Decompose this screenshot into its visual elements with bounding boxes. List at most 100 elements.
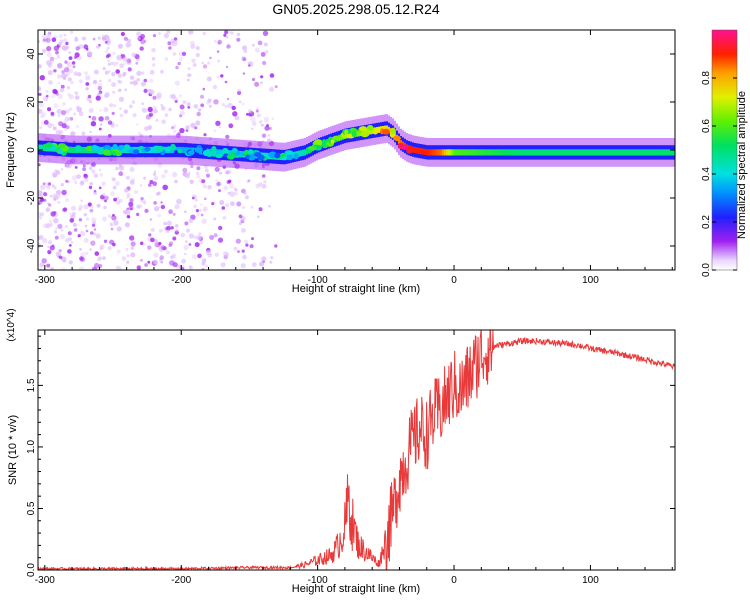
ridge-core xyxy=(412,146,414,153)
speckle-point xyxy=(213,129,217,133)
speckle-point xyxy=(49,56,55,62)
speckle-point xyxy=(91,217,97,223)
speckle-point xyxy=(242,45,248,51)
ridge-core xyxy=(420,148,422,155)
speckle-point xyxy=(124,88,128,92)
ridge-blob xyxy=(133,149,140,155)
ridge-core xyxy=(300,150,302,157)
speckle-point xyxy=(219,200,225,205)
speckle-point xyxy=(255,183,261,189)
speckle-point xyxy=(129,166,135,172)
speckle-point xyxy=(129,198,134,203)
speckle-point xyxy=(55,251,62,257)
ridge-core xyxy=(540,149,542,156)
speckle-point xyxy=(99,123,103,126)
spectrogram-ylabel: Frequency (Hz) xyxy=(5,112,17,188)
ridge-core xyxy=(660,149,662,156)
speckle-point xyxy=(41,112,47,118)
speckle-point xyxy=(70,81,74,85)
speckle-point xyxy=(258,207,263,212)
speckle-point xyxy=(53,195,59,201)
speckle-point xyxy=(101,34,105,38)
speckle-point xyxy=(63,207,68,212)
speckle-point xyxy=(41,48,47,54)
speckle-point xyxy=(51,123,55,127)
speckle-point xyxy=(38,64,42,69)
ridge-core xyxy=(552,149,554,156)
speckle-point xyxy=(190,44,196,49)
speckle-point xyxy=(97,36,101,40)
speckle-point xyxy=(96,203,101,208)
ridge-core xyxy=(608,149,610,156)
speckle-point xyxy=(207,61,211,65)
colorbar-tick-label: 0.0 xyxy=(701,263,712,277)
speckle-point xyxy=(79,256,84,261)
speckle-point xyxy=(136,70,142,76)
ridge-core xyxy=(646,149,648,156)
speckle-point xyxy=(166,225,171,231)
speckle-point xyxy=(69,218,75,223)
speckle-point xyxy=(78,44,84,49)
speckle-point xyxy=(174,40,178,44)
speckle-point xyxy=(168,46,172,50)
y-tick-label: -40 xyxy=(26,238,37,253)
speckle-point xyxy=(172,212,176,216)
colorbar-tick-label: 0.8 xyxy=(701,71,712,85)
ridge-core xyxy=(522,149,524,156)
speckle-point xyxy=(69,212,72,215)
ridge-core xyxy=(42,144,44,151)
speckle-point xyxy=(144,40,147,43)
speckle-point xyxy=(99,172,104,177)
speckle-point xyxy=(234,115,240,121)
speckle-point xyxy=(87,202,92,207)
speckle-point xyxy=(72,223,77,227)
speckle-point xyxy=(178,57,183,62)
speckle-point xyxy=(86,50,92,56)
ridge-core xyxy=(512,149,514,156)
speckle-point xyxy=(115,69,120,74)
speckle-point xyxy=(41,33,47,39)
speckle-point xyxy=(221,103,225,107)
ridge-blob xyxy=(313,139,323,146)
speckle-point xyxy=(56,190,61,195)
speckle-point xyxy=(151,47,156,53)
speckle-point xyxy=(141,102,144,105)
speckle-point xyxy=(103,239,108,243)
speckle-point xyxy=(88,185,93,190)
speckle-point xyxy=(204,168,209,173)
ridge-blob xyxy=(187,150,194,155)
speckle-point xyxy=(119,113,124,118)
speckle-point xyxy=(232,111,238,117)
ridge-core xyxy=(458,149,460,156)
ridge-blob xyxy=(226,153,235,160)
speckle-point xyxy=(166,250,170,255)
speckle-point xyxy=(202,87,206,91)
colorbar: 0.0 0.2 0.4 0.6 0.8 Normalized spectral ampl… xyxy=(701,29,748,277)
ridge-core xyxy=(68,146,70,153)
speckle-point xyxy=(93,69,99,75)
speckle-point xyxy=(170,255,174,259)
speckle-point xyxy=(218,125,222,129)
speckle-point xyxy=(271,117,275,121)
speckle-point xyxy=(134,54,140,60)
speckle-point xyxy=(217,59,221,63)
speckle-point xyxy=(49,58,55,63)
ridge-blob xyxy=(293,153,299,160)
speckle-point xyxy=(60,110,67,116)
speckle-point xyxy=(159,255,164,260)
snr-line xyxy=(38,330,675,570)
speckle-point xyxy=(258,182,263,187)
speckle-point xyxy=(179,94,182,98)
ridge-core xyxy=(620,149,622,156)
speckle-point xyxy=(78,266,85,270)
speckle-point xyxy=(201,261,206,266)
ridge-core xyxy=(590,149,592,156)
speckle-point xyxy=(262,60,267,66)
ridge-blob xyxy=(211,146,217,153)
speckle-point xyxy=(128,104,133,109)
speckle-point xyxy=(172,171,178,178)
speckle-point xyxy=(117,73,123,79)
speckle-point xyxy=(161,173,166,179)
ridge-core xyxy=(448,149,450,156)
speckle-point xyxy=(174,230,179,235)
